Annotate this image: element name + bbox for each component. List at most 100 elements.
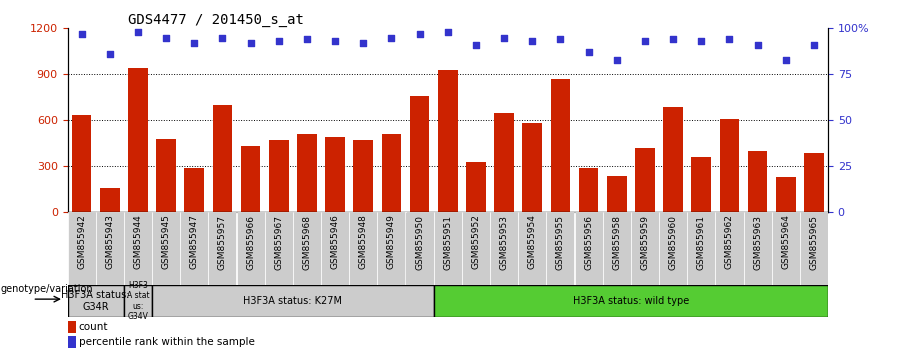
Point [638,38,652,44]
Bar [128,68,148,212]
Text: GSM855965: GSM855965 [809,215,818,270]
Bar [522,124,542,212]
Bar [771,212,800,285]
Text: GSM855951: GSM855951 [443,215,452,270]
Bar [635,148,655,212]
Bar [100,188,120,212]
Text: GSM855950: GSM855950 [415,215,424,270]
Point [806,42,821,48]
Bar [518,212,546,285]
Text: GSM855949: GSM855949 [387,215,396,269]
Text: GSM855962: GSM855962 [724,215,733,269]
Bar [157,139,176,212]
Bar [800,212,828,285]
Text: GSM855948: GSM855948 [359,215,368,269]
Text: GSM855944: GSM855944 [133,215,142,269]
Bar [354,140,373,212]
Bar [434,212,462,285]
Bar [494,113,514,212]
Point [75,31,89,37]
Point [554,36,568,42]
Text: GSM855957: GSM855957 [218,215,227,270]
Bar [748,151,768,212]
Point [497,35,511,40]
Bar [124,285,152,317]
Point [469,42,483,48]
Bar [716,212,743,285]
Bar [152,212,180,285]
Bar [579,168,599,212]
Text: GSM855964: GSM855964 [781,215,790,269]
Point [778,57,793,62]
Point [300,36,314,42]
Point [356,40,371,46]
Text: GSM855945: GSM855945 [162,215,171,269]
Text: count: count [79,322,108,332]
Text: H3F3A status: K27M: H3F3A status: K27M [243,296,342,306]
Text: percentile rank within the sample: percentile rank within the sample [79,337,255,347]
Bar [68,336,76,348]
Bar [265,212,292,285]
Text: GSM855956: GSM855956 [584,215,593,270]
Text: GSM855953: GSM855953 [500,215,508,270]
Bar [607,176,626,212]
Point [243,40,257,46]
Text: GSM855954: GSM855954 [527,215,536,269]
Text: GSM855958: GSM855958 [612,215,621,270]
Bar [691,157,711,212]
Bar [406,212,434,285]
Bar [804,153,824,212]
Text: GSM855947: GSM855947 [190,215,199,269]
Text: genotype/variation: genotype/variation [1,284,94,293]
Bar [377,212,406,285]
Text: GSM855966: GSM855966 [246,215,255,270]
Bar [68,321,76,333]
Bar [152,285,434,317]
Point [722,36,736,42]
Bar [240,147,260,212]
Bar [68,285,124,317]
Bar [434,285,828,317]
Bar [180,212,208,285]
Bar [184,168,204,212]
Point [103,51,117,57]
Point [328,38,342,44]
Text: GSM855963: GSM855963 [753,215,762,270]
Text: H3F3A status:
G34R: H3F3A status: G34R [61,290,130,312]
Point [525,38,539,44]
Bar [659,212,688,285]
Bar [462,212,490,285]
Bar [410,96,429,212]
Point [272,38,286,44]
Text: GSM855943: GSM855943 [105,215,114,269]
Text: GSM855955: GSM855955 [556,215,565,270]
Text: GDS4477 / 201450_s_at: GDS4477 / 201450_s_at [129,13,304,27]
Bar [776,177,796,212]
Text: GSM855967: GSM855967 [274,215,284,270]
Bar [663,107,683,212]
Point [751,42,765,48]
Point [384,35,399,40]
Bar [551,79,571,212]
Point [187,40,202,46]
Point [666,36,680,42]
Point [694,38,708,44]
Bar [688,212,716,285]
Point [581,50,596,55]
Text: H3F3
A stat
us:
G34V: H3F3 A stat us: G34V [127,281,149,321]
Bar [382,134,401,212]
Bar [574,212,603,285]
Point [609,57,624,62]
Bar [490,212,518,285]
Text: GSM855961: GSM855961 [697,215,706,270]
Bar [95,212,124,285]
Text: GSM855960: GSM855960 [669,215,678,270]
Point [412,31,427,37]
Bar [237,212,265,285]
Bar [438,70,457,212]
Text: GSM855959: GSM855959 [641,215,650,270]
Bar [208,212,237,285]
Point [159,35,174,40]
Bar [743,212,771,285]
Text: GSM855952: GSM855952 [472,215,481,269]
